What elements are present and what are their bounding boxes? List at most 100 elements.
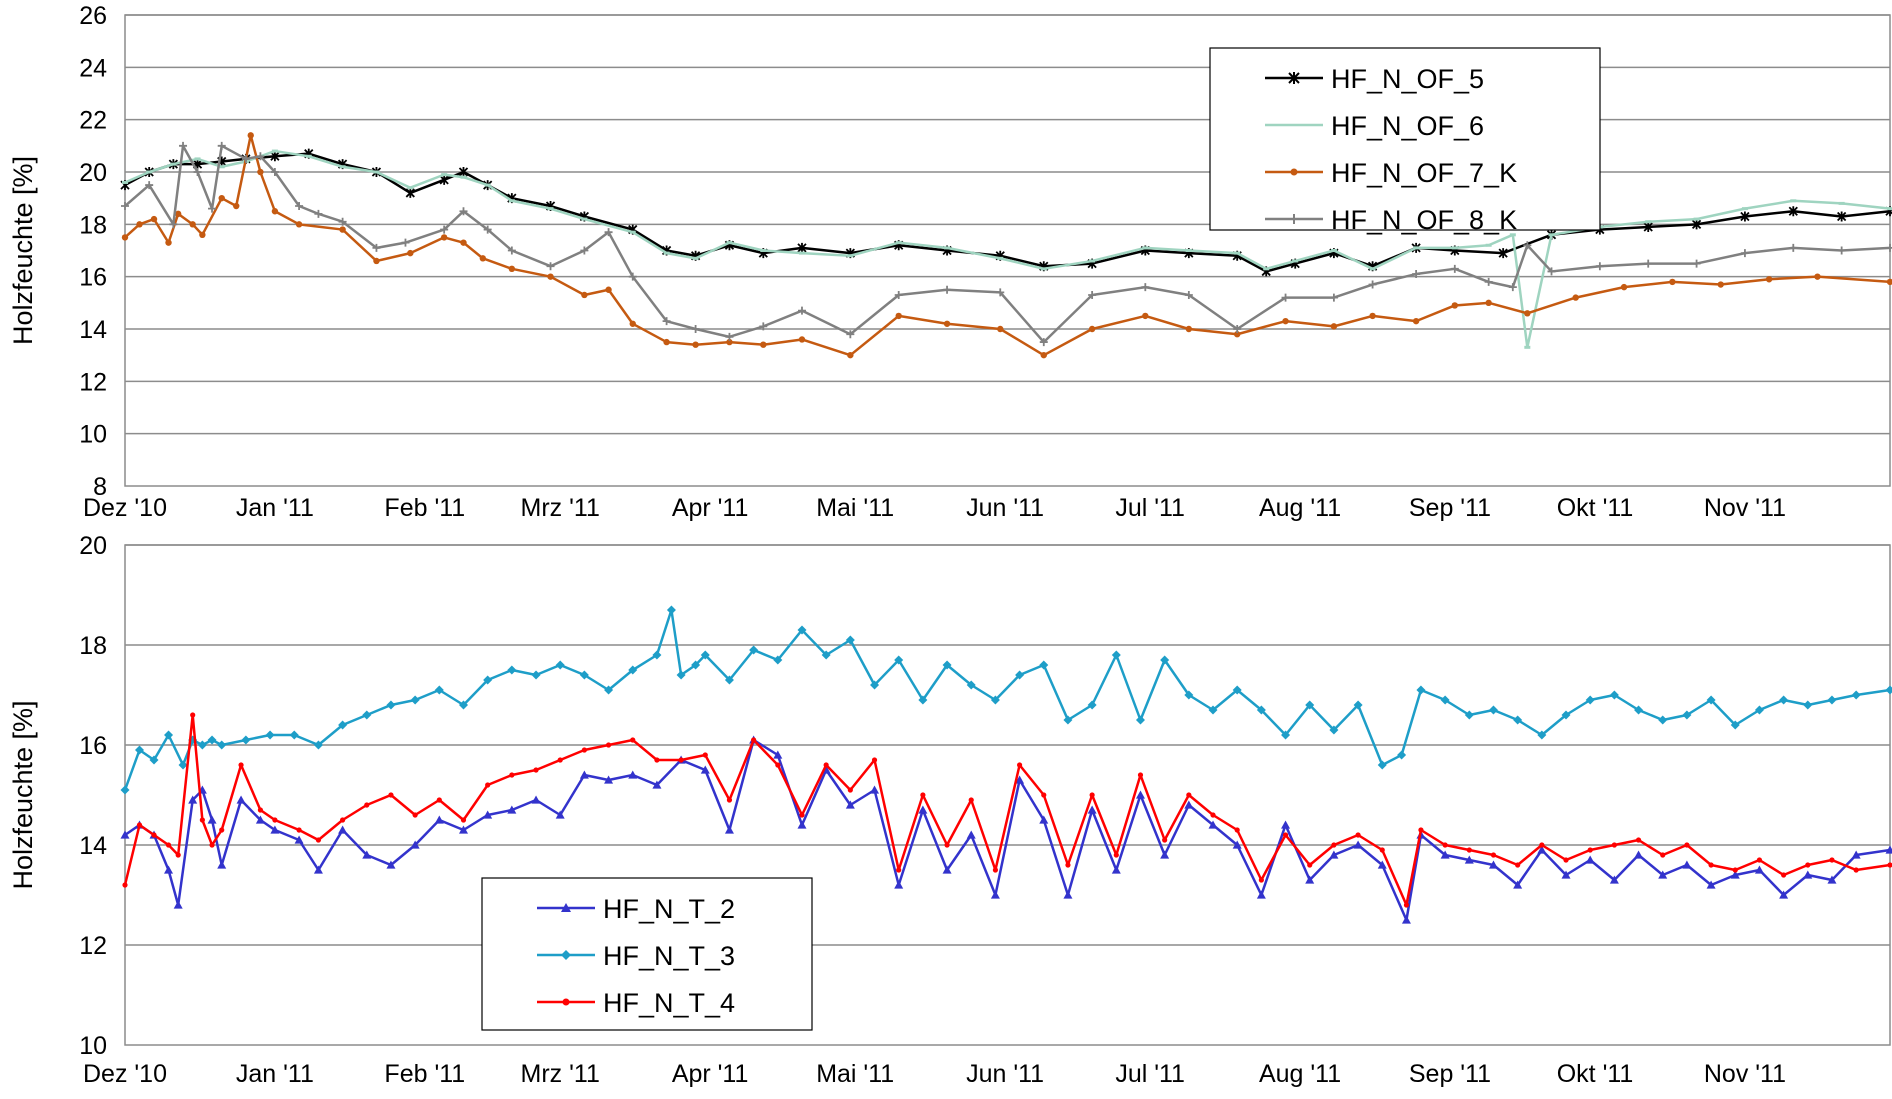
data-point bbox=[799, 336, 805, 342]
data-point bbox=[1138, 772, 1143, 777]
data-point bbox=[296, 827, 301, 832]
data-point bbox=[441, 234, 447, 240]
data-point bbox=[1331, 842, 1336, 847]
data-point bbox=[1369, 281, 1377, 289]
data-point bbox=[797, 821, 806, 829]
data-point bbox=[1886, 244, 1892, 252]
data-point bbox=[1718, 281, 1724, 287]
data-point bbox=[798, 307, 806, 315]
x-tick-label: Apr '11 bbox=[672, 1060, 749, 1088]
data-point bbox=[1017, 762, 1022, 767]
data-point bbox=[509, 772, 514, 777]
data-point bbox=[258, 807, 263, 812]
data-point bbox=[364, 802, 369, 807]
data-point bbox=[272, 208, 278, 214]
y-tick-label: 20 bbox=[79, 532, 107, 560]
data-point bbox=[944, 321, 950, 327]
data-point bbox=[997, 326, 1003, 332]
data-point bbox=[847, 352, 853, 358]
data-point bbox=[174, 901, 183, 909]
x-tick-label: Nov '11 bbox=[1704, 1060, 1786, 1088]
data-point bbox=[848, 787, 853, 792]
data-point bbox=[727, 797, 732, 802]
data-point bbox=[208, 736, 217, 745]
data-point bbox=[1766, 276, 1772, 282]
data-point bbox=[136, 221, 142, 227]
data-point bbox=[1418, 827, 1423, 832]
series-line bbox=[125, 715, 1890, 905]
data-point bbox=[1588, 847, 1593, 852]
y-tick-label: 14 bbox=[79, 316, 107, 344]
data-point bbox=[316, 837, 321, 842]
data-point bbox=[314, 210, 322, 218]
data-point bbox=[386, 701, 395, 710]
data-point bbox=[1489, 706, 1498, 715]
x-tick-label: Nov '11 bbox=[1704, 494, 1786, 522]
data-point bbox=[189, 221, 195, 227]
data-point bbox=[1413, 318, 1419, 324]
x-tick-label: Mrz '11 bbox=[521, 494, 600, 522]
data-point bbox=[122, 234, 128, 240]
legend-marker bbox=[1291, 169, 1298, 176]
data-point bbox=[1563, 857, 1568, 862]
data-point bbox=[1524, 310, 1530, 316]
y-tick-label: 16 bbox=[79, 264, 107, 292]
data-point bbox=[1741, 249, 1749, 257]
data-point bbox=[1660, 852, 1665, 857]
data-point bbox=[1283, 832, 1288, 837]
x-tick-label: Mai '11 bbox=[816, 1060, 894, 1088]
data-point bbox=[1186, 326, 1192, 332]
y-tick-label: 10 bbox=[79, 421, 107, 449]
data-point bbox=[1789, 244, 1797, 252]
y-tick-label: 14 bbox=[79, 832, 107, 860]
data-point bbox=[290, 731, 299, 740]
data-point bbox=[872, 757, 877, 762]
series-HF_N_T_2 bbox=[121, 736, 1892, 924]
x-tick-label: Feb '11 bbox=[384, 494, 465, 522]
legend-label: HF_N_OF_6 bbox=[1331, 111, 1484, 141]
data-point bbox=[1644, 260, 1652, 268]
x-tick-label: Okt '11 bbox=[1557, 1060, 1634, 1088]
data-point bbox=[217, 741, 226, 750]
data-point bbox=[1491, 852, 1496, 857]
y-axis-label: Holzfeuchte [%] bbox=[8, 156, 38, 345]
data-point bbox=[581, 292, 587, 298]
data-point bbox=[219, 827, 224, 832]
data-point bbox=[1886, 686, 1892, 695]
legend-label: HF_N_T_2 bbox=[603, 894, 735, 924]
data-point bbox=[1852, 691, 1861, 700]
y-tick-label: 12 bbox=[79, 368, 107, 396]
data-point bbox=[1089, 326, 1095, 332]
legend-label: HF_N_T_4 bbox=[603, 988, 735, 1018]
x-tick-label: Aug '11 bbox=[1259, 494, 1341, 522]
series-line bbox=[125, 610, 1890, 790]
data-point bbox=[894, 881, 903, 889]
data-point bbox=[164, 866, 173, 874]
y-tick-label: 18 bbox=[79, 211, 107, 239]
data-point bbox=[533, 767, 538, 772]
data-point bbox=[338, 826, 347, 834]
data-point bbox=[1112, 651, 1121, 660]
data-point bbox=[1160, 851, 1169, 859]
data-point bbox=[199, 232, 205, 238]
data-point bbox=[1887, 862, 1892, 867]
data-point bbox=[122, 882, 127, 887]
x-tick-label: Mrz '11 bbox=[521, 1060, 600, 1088]
y-tick-label: 22 bbox=[79, 107, 107, 135]
data-point bbox=[1186, 792, 1191, 797]
data-point bbox=[991, 891, 1000, 899]
data-point bbox=[1586, 856, 1595, 864]
data-point bbox=[1416, 686, 1425, 695]
data-point bbox=[1331, 323, 1337, 329]
data-point bbox=[751, 737, 756, 742]
data-point bbox=[630, 321, 636, 327]
data-point bbox=[1369, 313, 1375, 319]
y-tick-label: 16 bbox=[79, 732, 107, 760]
series-HF_N_T_3 bbox=[121, 606, 1892, 795]
data-point bbox=[1355, 832, 1360, 837]
data-point bbox=[582, 747, 587, 752]
y-tick-label: 18 bbox=[79, 632, 107, 660]
x-tick-label: Dez '10 bbox=[83, 1060, 167, 1088]
data-point bbox=[725, 333, 733, 341]
data-point bbox=[1162, 837, 1167, 842]
